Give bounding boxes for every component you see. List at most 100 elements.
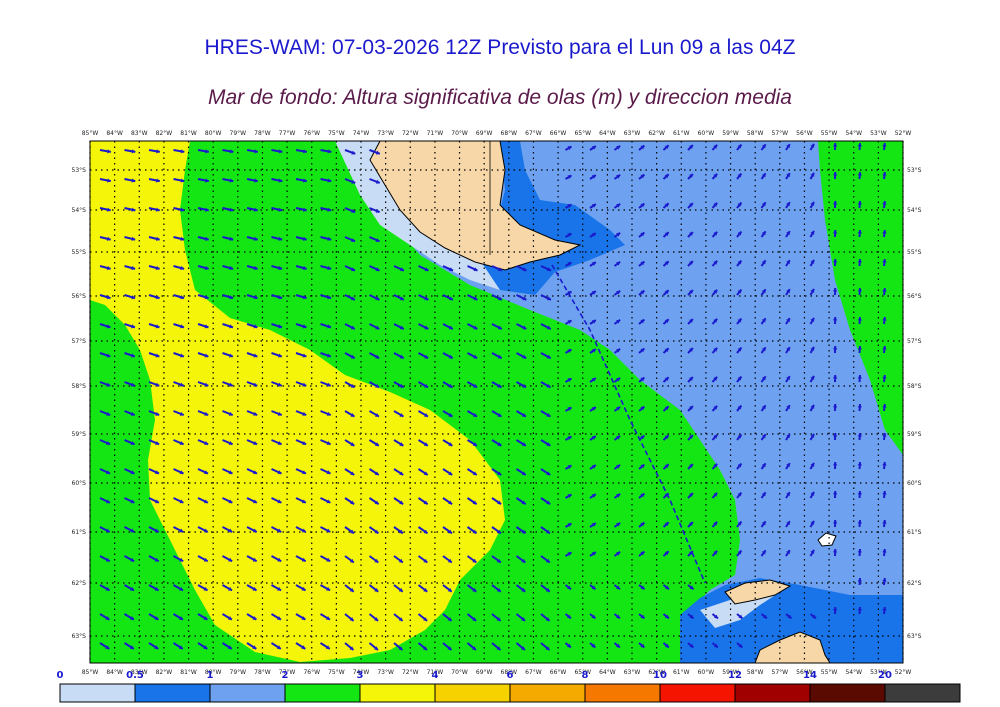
wave-direction-arrow [564, 319, 573, 325]
wave-direction-arrow [124, 236, 136, 241]
wave-direction-arrow [662, 405, 670, 412]
wave-direction-arrow [760, 491, 767, 499]
wave-direction-arrow [99, 178, 111, 183]
wave-direction-arrow [99, 381, 111, 387]
wave-direction-arrow [857, 490, 862, 499]
wave-direction-arrow [344, 149, 356, 155]
wave-direction-arrow [173, 265, 185, 271]
wave-direction-arrow [197, 207, 209, 212]
wave-direction-arrow [760, 259, 767, 267]
wave-direction-arrow [197, 236, 209, 241]
wave-direction-arrow [418, 265, 429, 272]
wave-direction-arrow [564, 261, 573, 267]
colorbar-tick-label: 0 [57, 670, 64, 681]
wave-direction-arrow [467, 381, 478, 389]
wave-direction-arrow [736, 642, 744, 649]
wave-direction-arrow [785, 549, 791, 557]
wave-direction-arrow [760, 520, 767, 528]
wave-direction-arrow [222, 323, 234, 329]
wave-direction-arrow [99, 642, 110, 650]
wave-direction-arrow [271, 468, 282, 475]
wave-direction-arrow [124, 352, 136, 358]
lon-label-bottom: 85°W [82, 669, 99, 676]
wave-direction-arrow [197, 352, 209, 358]
wave-direction-arrow [882, 142, 887, 151]
wave-direction-arrow [687, 463, 694, 470]
wave-direction-arrow [857, 461, 862, 470]
lon-label-top: 66°W [550, 130, 567, 137]
wave-direction-arrow [882, 374, 887, 383]
region-2-3m-east [818, 141, 903, 455]
lon-label-bottom: 60°W [698, 669, 715, 676]
track-line [551, 264, 706, 584]
wave-direction-arrow [736, 259, 743, 267]
lon-label-top: 74°W [353, 130, 370, 137]
wave-direction-arrow [197, 642, 208, 650]
wave-direction-arrow [466, 642, 477, 651]
wave-direction-arrow [197, 497, 209, 504]
wave-direction-arrow [344, 294, 356, 301]
wave-direction-arrow [540, 497, 551, 505]
wave-direction-arrow [760, 317, 767, 325]
wave-direction-arrow [246, 265, 258, 271]
wave-direction-arrow [270, 642, 282, 650]
island-elephant [817, 532, 837, 547]
wave-direction-arrow [442, 352, 454, 360]
wave-direction-arrow [638, 550, 646, 557]
wave-direction-arrow [515, 497, 527, 505]
wave-direction-arrow [124, 584, 135, 592]
colorbar-swatch [809, 683, 886, 703]
wave-direction-arrow [344, 207, 356, 214]
lat-label-left: 53°S [72, 167, 87, 174]
wave-direction-arrow [809, 375, 815, 383]
wave-direction-arrow [222, 410, 234, 417]
wave-direction-arrow [882, 287, 887, 296]
lon-label-top: 82°W [156, 130, 173, 137]
wave-direction-arrow [613, 319, 621, 325]
lon-label-top: 56°W [796, 130, 813, 137]
lon-label-top: 58°W [747, 130, 764, 137]
wave-direction-arrow [589, 406, 597, 412]
wave-direction-arrow [832, 142, 838, 151]
wave-direction-arrow [687, 376, 694, 383]
lon-label-bottom: 56°W [796, 669, 813, 676]
lat-label-left: 58°S [72, 383, 87, 390]
lon-label-bottom: 66°W [550, 669, 567, 676]
wave-direction-arrow [246, 149, 259, 154]
wave-direction-arrow [124, 207, 136, 212]
wave-direction-arrow [589, 348, 597, 354]
wave-direction-arrow [711, 289, 718, 296]
wave-direction-arrow [344, 236, 356, 243]
wave-direction-arrow [662, 260, 670, 267]
wave-direction-arrow [148, 323, 160, 329]
wave-direction-arrow [246, 584, 258, 592]
wave-direction-arrow [442, 642, 453, 651]
wave-direction-arrow [809, 172, 815, 180]
wave-direction-arrow [124, 381, 136, 387]
lat-label-left: 54°S [72, 207, 87, 214]
wave-direction-arrow [760, 346, 767, 354]
graticule-labels: 85°W 85°W 84°W 84°W 83°W 83°W 82°W 82°W 81°W 81°W… [72, 130, 922, 676]
wave-direction-arrow [246, 294, 258, 300]
wave-direction-arrow [589, 232, 597, 238]
lon-label-top: 55°W [821, 130, 838, 137]
wave-direction-arrow [99, 584, 111, 592]
wave-direction-arrow [613, 145, 621, 151]
colorbar-swatch [134, 683, 211, 703]
wave-direction-arrow [320, 526, 331, 533]
wave-direction-arrow [393, 323, 405, 330]
wave-direction-arrow [857, 519, 862, 528]
wave-direction-arrow [760, 462, 767, 470]
wave-direction-arrow [638, 318, 646, 325]
lon-label-bottom: 64°W [599, 669, 616, 676]
wave-direction-arrow [466, 526, 478, 535]
wave-direction-arrow [417, 555, 428, 564]
wave-direction-arrow [393, 555, 404, 564]
wave-direction-arrow [662, 642, 670, 649]
wave-direction-arrow [687, 613, 695, 620]
wave-direction-arrow [613, 551, 621, 557]
wave-direction-arrow [711, 144, 718, 151]
wave-direction-arrow [148, 584, 160, 592]
wave-direction-arrow [736, 613, 744, 620]
wave-direction-arrow [832, 606, 838, 615]
